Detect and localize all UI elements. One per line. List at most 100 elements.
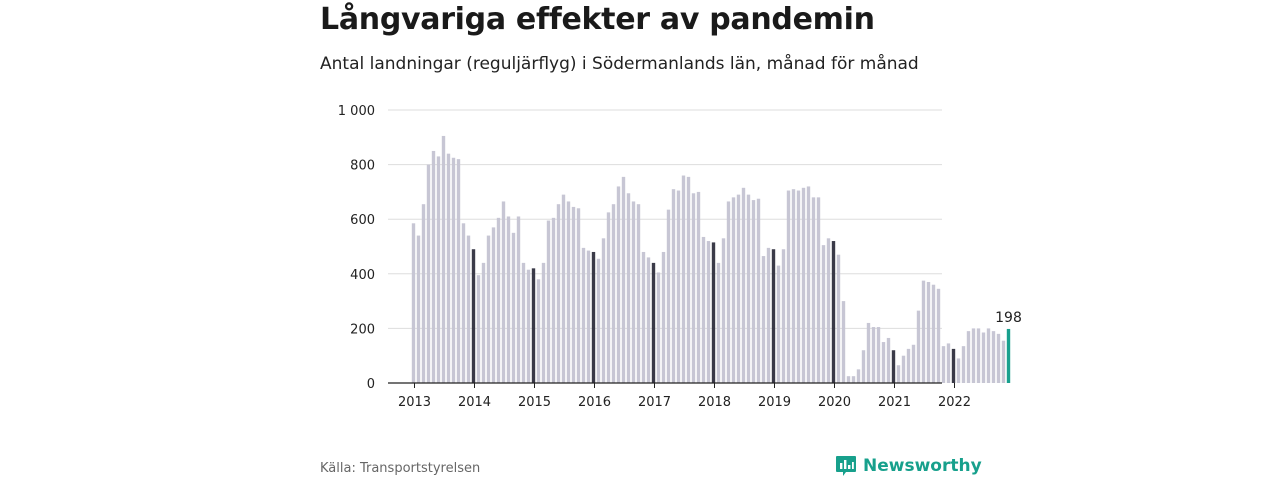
bar <box>781 249 786 383</box>
x-tick-label: 2013 <box>398 395 431 410</box>
y-tick-label: 400 <box>350 268 375 283</box>
bar <box>816 197 821 383</box>
bar <box>981 332 986 383</box>
bar <box>466 235 471 383</box>
bar <box>881 342 886 383</box>
bar <box>546 220 551 383</box>
x-tick-label: 2014 <box>458 395 491 410</box>
bar <box>701 236 706 383</box>
bar <box>741 187 746 383</box>
bar <box>636 204 641 383</box>
bar <box>916 310 921 383</box>
bar <box>491 227 496 383</box>
bar <box>416 235 421 383</box>
bar <box>566 201 571 383</box>
bar <box>591 251 596 383</box>
bar <box>611 204 616 383</box>
bar <box>666 209 671 383</box>
bar <box>476 275 481 383</box>
bar <box>426 164 431 383</box>
bar <box>576 208 581 383</box>
y-tick-label: 800 <box>350 159 375 174</box>
newsworthy-logo: Newsworthy <box>835 454 982 478</box>
bar <box>506 216 511 383</box>
bar <box>651 262 656 383</box>
bar <box>656 272 661 383</box>
y-tick-label: 600 <box>350 213 375 228</box>
bar <box>896 365 901 383</box>
brand-name: Newsworthy <box>863 456 982 476</box>
bar <box>806 186 811 383</box>
source-note: Källa: Transportstyrelsen <box>320 461 481 476</box>
bar <box>766 247 771 383</box>
x-tick-label: 2019 <box>758 395 791 410</box>
bar <box>841 301 846 383</box>
bar <box>856 369 861 383</box>
bar <box>866 322 871 383</box>
bar <box>451 157 456 383</box>
bar <box>756 198 761 383</box>
bar <box>586 250 591 383</box>
bar <box>646 257 651 383</box>
bar <box>921 280 926 384</box>
bar <box>986 328 991 383</box>
x-tick-label: 2015 <box>518 395 551 410</box>
bar <box>731 197 736 383</box>
bar <box>1006 328 1011 383</box>
bar <box>711 242 716 383</box>
chart-title: Långvariga effekter av pandemin <box>320 2 875 37</box>
bar <box>931 284 936 383</box>
bar <box>596 258 601 383</box>
bar <box>926 281 931 383</box>
latest-value-label: 198 <box>995 310 1022 326</box>
bar <box>581 247 586 383</box>
bar <box>726 201 731 383</box>
bar <box>631 201 636 383</box>
bar <box>796 190 801 383</box>
bar <box>616 186 621 383</box>
bar <box>561 194 566 383</box>
bar <box>511 232 516 383</box>
bars <box>411 135 1011 384</box>
bar <box>536 279 541 383</box>
x-tick-label: 2022 <box>938 395 971 410</box>
bar <box>736 194 741 383</box>
bar <box>941 346 946 383</box>
bar <box>751 200 756 383</box>
bar <box>831 241 836 383</box>
bar <box>886 337 891 383</box>
bar <box>626 193 631 383</box>
x-tick-label: 2021 <box>878 395 911 410</box>
bar <box>516 216 521 383</box>
bar <box>521 262 526 383</box>
bar <box>911 344 916 383</box>
bar <box>686 176 691 383</box>
y-tick-label: 1 000 <box>338 104 375 119</box>
bar <box>681 175 686 383</box>
bar <box>481 262 486 383</box>
bar <box>861 350 866 383</box>
bar <box>786 190 791 383</box>
bar <box>976 328 981 383</box>
x-tick-label: 2017 <box>638 395 671 410</box>
bar <box>456 159 461 383</box>
bar <box>436 156 441 383</box>
bar <box>936 288 941 383</box>
bar <box>1001 340 1006 383</box>
bar <box>761 256 766 383</box>
bar <box>411 223 416 383</box>
bar <box>716 262 721 383</box>
bar <box>891 350 896 383</box>
bar <box>501 201 506 383</box>
bar <box>496 217 501 383</box>
bar <box>946 343 951 383</box>
bar <box>541 262 546 383</box>
y-axis-labels: 0 200 400 600 800 1 000 <box>338 104 375 392</box>
bar <box>826 238 831 383</box>
bar-chart-icon <box>836 456 856 476</box>
bar <box>601 238 606 383</box>
bar <box>671 189 676 383</box>
bar <box>691 193 696 383</box>
bar <box>676 190 681 383</box>
